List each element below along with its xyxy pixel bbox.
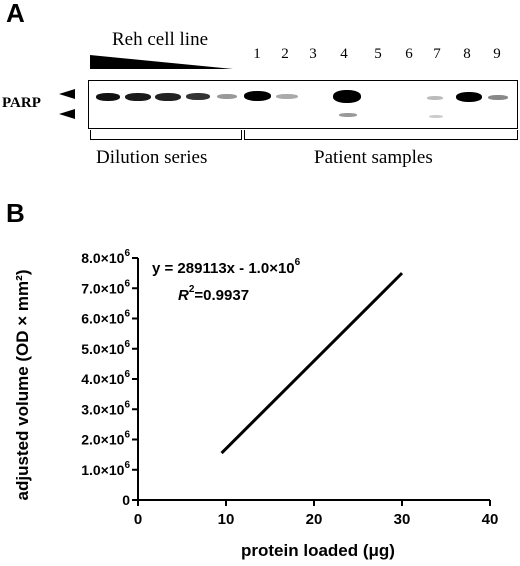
blot-band	[339, 113, 357, 117]
lane-number: 8	[463, 46, 471, 62]
blot-band	[276, 94, 298, 99]
lane-number: 9	[493, 46, 501, 62]
blot-band	[96, 93, 120, 101]
blot-band	[429, 115, 443, 118]
equation-text: y = 289113x - 1.0×106	[152, 257, 301, 277]
x-tick-label: 30	[394, 511, 411, 528]
dilution-series-bracket	[90, 130, 242, 140]
y-tick-label: 5.0×106	[81, 339, 130, 357]
blot-band	[155, 93, 181, 101]
gradient-label: Reh cell line	[112, 29, 209, 50]
lane-number: 2	[281, 46, 289, 62]
blot-band	[333, 90, 361, 103]
protein-label: PARP	[2, 95, 41, 111]
lane-number: 1	[253, 46, 261, 62]
lane-number: 3	[309, 46, 317, 62]
arrow-lower-icon	[59, 109, 75, 119]
blot-band	[217, 94, 237, 99]
lane-number: 7	[433, 46, 441, 62]
lane-number: 4	[340, 46, 348, 62]
dilution-series-label: Dilution series	[96, 147, 208, 168]
lane-number: 5	[374, 46, 382, 62]
y-tick-label: 6.0×106	[81, 309, 130, 327]
patient-samples-bracket	[244, 130, 518, 140]
y-tick-label: 1.0×106	[81, 460, 130, 478]
patient-samples-label: Patient samples	[314, 147, 433, 168]
y-axis-label: adjusted volume (OD × mm²)	[13, 270, 32, 501]
dilution-gradient-wedge	[90, 55, 233, 69]
x-tick-label: 10	[218, 511, 235, 528]
western-blot-image	[88, 80, 518, 129]
arrow-upper-icon	[59, 89, 75, 99]
y-tick-label: 3.0×106	[81, 399, 130, 417]
x-axis-label: protein loaded (μg)	[241, 541, 395, 560]
blot-band	[456, 92, 482, 102]
y-tick-label: 4.0×106	[81, 369, 130, 387]
blot-band	[244, 91, 271, 101]
x-tick-label: 40	[482, 511, 499, 528]
y-tick-label: 0	[122, 492, 130, 508]
regression-line	[220, 272, 404, 455]
y-tick-label: 8.0×106	[81, 248, 130, 266]
r-squared-text: R2=0.9937	[178, 284, 249, 304]
lane-number: 6	[405, 46, 413, 62]
blot-band	[488, 95, 508, 100]
x-tick-label: 20	[306, 511, 323, 528]
panel-a-label: A	[6, 0, 25, 28]
blot-band	[125, 93, 151, 101]
blot-band	[186, 93, 210, 100]
y-tick-label: 7.0×106	[81, 278, 130, 296]
x-tick-label: 0	[134, 511, 142, 528]
panel-b-label: B	[6, 198, 25, 228]
blot-band	[427, 96, 443, 100]
y-tick-label: 2.0×106	[81, 430, 130, 448]
regression-chart: 0 1.0×106 2.0×106 3.0×106 4.0×106 5.0×106 6.0×…	[13, 248, 499, 560]
